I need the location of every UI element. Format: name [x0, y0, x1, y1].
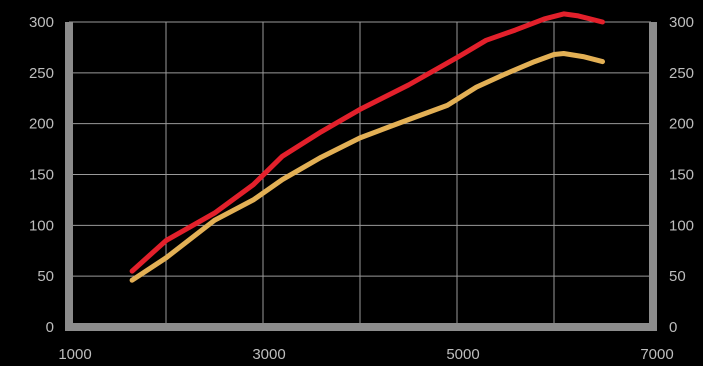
y-tick-label-right: 200	[669, 116, 694, 133]
y-tick-label-right: 300	[669, 14, 694, 31]
y-tick-label-left: 300	[29, 14, 54, 31]
x-tick-label: 7000	[640, 346, 673, 363]
y-tick-label-left: 200	[29, 116, 54, 133]
y-tick-label-right: 250	[669, 65, 694, 82]
y-tick-label-left: 50	[37, 268, 54, 285]
x-tick-label: 5000	[446, 346, 479, 363]
y-tick-label-left: 250	[29, 65, 54, 82]
x-tick-label: 1000	[58, 346, 91, 363]
y-tick-label-left: 0	[46, 319, 54, 336]
y-tick-label-left: 100	[29, 217, 54, 234]
y-tick-label-left: 150	[29, 167, 54, 184]
y-tick-label-right: 150	[669, 167, 694, 184]
y-tick-label-right: 100	[669, 217, 694, 234]
x-tick-label: 3000	[252, 346, 285, 363]
y-tick-label-right: 0	[669, 319, 677, 336]
y-tick-label-right: 50	[669, 268, 686, 285]
